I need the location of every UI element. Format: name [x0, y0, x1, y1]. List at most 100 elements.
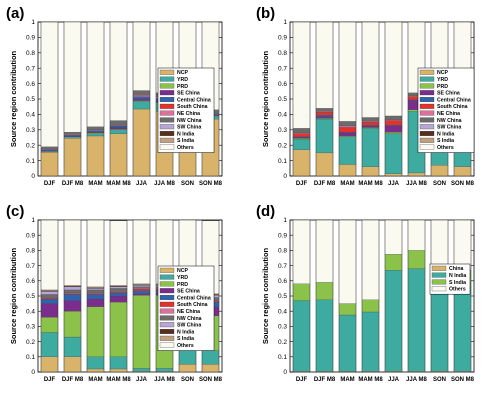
bar-segment-yrd — [315, 118, 334, 154]
legend-swatch-se-china — [419, 90, 435, 96]
y-tick-label: 0 — [31, 369, 35, 376]
legend-entry-label: YRD — [437, 77, 448, 83]
legend-swatch-yrd — [159, 274, 175, 280]
legend-entry-label: S India — [449, 280, 466, 286]
y-tick-label: 1 — [283, 19, 287, 26]
x-tick-label: DJF — [44, 377, 56, 383]
legend-entry-label: PRD — [177, 84, 188, 90]
chart-panel-1: (a) 0 0.1 0.2 0.3 0.4 0.5 0.6 0.7 0.8 0.9 1 Source r… — [6, 5, 223, 187]
legend-swatch-nw-china — [419, 117, 435, 123]
panel-label: (b) — [256, 5, 275, 22]
y-tick-label: 0.1 — [26, 158, 35, 165]
bar-segment-others — [109, 220, 128, 286]
legend-entry-label: South China — [177, 302, 208, 308]
bar-segment-se-china — [109, 127, 128, 130]
legend-swatch-prd — [159, 281, 175, 287]
bar-segment-south-china — [384, 120, 403, 126]
bar-outline — [132, 21, 151, 177]
x-tick-label: DJF — [296, 377, 308, 383]
bar-segment-others — [384, 21, 403, 117]
bar-segment-central-china — [109, 125, 128, 128]
bar-segment-others — [86, 21, 105, 127]
chart-panel-4: (d) 0 0.1 0.2 0.3 0.4 0.5 0.6 0.7 0.8 0.9 1 Source r… — [256, 203, 475, 383]
bar-segment-others — [86, 219, 105, 288]
bar-segment-nw-china — [109, 120, 128, 126]
y-tick-label: 0.2 — [26, 142, 35, 149]
bar-segment-n-india — [384, 270, 403, 372]
x-tick-label: DJF — [296, 181, 308, 187]
legend-entry-label: Central China — [437, 97, 471, 103]
legend-entry-label: PRD — [437, 84, 448, 90]
legend-swatch-ncp — [159, 267, 175, 273]
bar-segment-s-india — [338, 303, 357, 316]
y-tick-label: 0.8 — [26, 50, 35, 57]
bar-segment-ncp — [407, 172, 426, 177]
bar-segment-sw-china — [86, 288, 105, 291]
bar-segment-n-india — [315, 299, 334, 372]
legend-swatch-sw-china — [159, 322, 175, 328]
y-tick-label: 0.3 — [26, 127, 35, 134]
bar-segment-central-china — [109, 292, 128, 297]
x-tick-label: JJA — [136, 181, 148, 187]
bar-segment-nw-china — [40, 146, 59, 150]
x-tick-label: SON M8 — [451, 377, 475, 383]
legend-entry-label: N India — [177, 329, 194, 335]
x-tick-label: SON M8 — [199, 377, 223, 383]
bar-segment-yrd — [292, 138, 311, 150]
bar-outline — [86, 219, 105, 373]
legend-entry-label: SE China — [437, 91, 460, 97]
bar-outline — [384, 219, 403, 373]
y-tick-label: 0.9 — [26, 35, 35, 42]
bar-outline — [63, 219, 82, 373]
legend-swatch-se-china — [159, 90, 175, 96]
y-tick-label: 0.8 — [278, 50, 287, 57]
y-tick-label: 0.6 — [278, 81, 287, 88]
bar-segment-prd — [132, 295, 151, 369]
bar-segment-prd — [384, 131, 403, 134]
bar-segment-yrd — [201, 350, 220, 365]
bar-segment-prd — [40, 317, 59, 333]
bar-segment-central-china — [86, 130, 105, 133]
bar-segment-ncp — [178, 364, 197, 373]
x-tick-label: MAM — [340, 181, 354, 187]
bar-segment-nw-china — [86, 289, 105, 294]
y-tick-label: 0.6 — [26, 278, 35, 285]
legend-entry-label: Others — [177, 145, 194, 151]
legend-swatch-n-india — [431, 272, 447, 278]
bar-segment-se-china — [338, 132, 357, 137]
legend-entry-label: South China — [437, 104, 468, 110]
y-axis-label: Source region contribution — [261, 50, 270, 147]
bar-segment-south-china — [132, 289, 151, 291]
x-tick-label: JJA M8 — [406, 181, 427, 187]
legend-swatch-others — [431, 286, 447, 292]
bar-segment-nw-china — [315, 108, 334, 112]
y-tick-label: 0.5 — [26, 293, 35, 300]
bar-segment-others — [132, 21, 151, 91]
bar-segment-s-india — [292, 283, 311, 301]
legend-swatch-south-china — [159, 301, 175, 307]
bar-segment-others — [453, 219, 472, 271]
bar-outline — [384, 21, 403, 177]
bar-segment-se-china — [361, 125, 380, 128]
legend-swatch-ncp — [159, 69, 175, 75]
legend-swatch-se-china — [159, 288, 175, 294]
y-tick-label: 0.4 — [278, 308, 287, 315]
bar-segment-ncp — [40, 356, 59, 373]
y-tick-label: 0.8 — [26, 248, 35, 255]
bar-segment-n-india — [338, 314, 357, 372]
legend-entry-label: N India — [177, 131, 194, 137]
bar-segment-south-china — [292, 133, 311, 137]
chart-panel-2: (b) 0 0.1 0.2 0.3 0.4 0.5 0.6 0.7 0.8 0.9 1 Source r… — [256, 5, 475, 187]
y-tick-label: 0.1 — [278, 158, 287, 165]
bar-outline — [430, 219, 449, 373]
bar-segment-ncp — [315, 152, 334, 177]
legend-entry-label: Others — [177, 343, 194, 349]
bar-segment-n-india — [292, 300, 311, 372]
bar-segment-central-china — [86, 294, 105, 300]
bar-segment-nw-china — [132, 90, 151, 96]
bar-segment-ncp — [86, 368, 105, 373]
bar-segment-yrd — [361, 128, 380, 167]
y-tick-label: 0.2 — [26, 339, 35, 346]
legend-entry-label: Others — [437, 145, 454, 151]
